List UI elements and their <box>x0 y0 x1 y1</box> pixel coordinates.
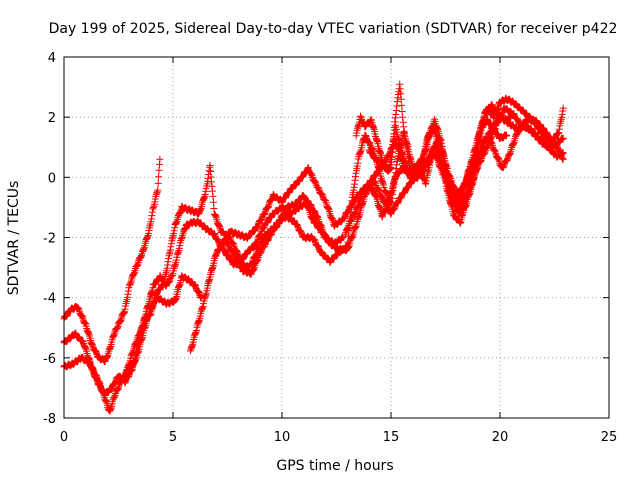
x-tick-label: 10 <box>274 430 291 445</box>
y-tick-label: -2 <box>43 232 56 247</box>
tick-labels: 0 5 10 15 20 25 -8 -6 -4 -2 0 2 4 <box>43 51 617 445</box>
y-tick-label: 2 <box>48 111 56 126</box>
x-tick-label: 20 <box>492 430 509 445</box>
y-tick-label: -6 <box>43 352 56 367</box>
y-tick-label: 0 <box>48 171 56 186</box>
data-point-markers <box>365 116 510 202</box>
plot-frame <box>63 56 610 419</box>
series-track-d <box>121 104 567 383</box>
y-axis-label: SDTVAR / TECUs <box>6 181 22 296</box>
data-point-markers <box>121 104 567 383</box>
y-tick-label: 4 <box>48 51 56 66</box>
data-points <box>60 80 567 415</box>
y-tick-label: -8 <box>43 412 56 427</box>
data-point-markers <box>60 272 205 398</box>
x-tick-label: 25 <box>601 430 618 445</box>
series-track-c <box>60 272 205 398</box>
chart-title: Day 199 of 2025, Sidereal Day-to-day VTE… <box>49 21 618 37</box>
y-tick-label: -4 <box>43 292 56 307</box>
x-tick-label: 15 <box>383 430 400 445</box>
x-axis-label: GPS time / hours <box>276 458 393 474</box>
x-tick-label: 5 <box>169 430 177 445</box>
x-tick-label: 0 <box>60 430 68 445</box>
series-track-i <box>365 116 510 202</box>
